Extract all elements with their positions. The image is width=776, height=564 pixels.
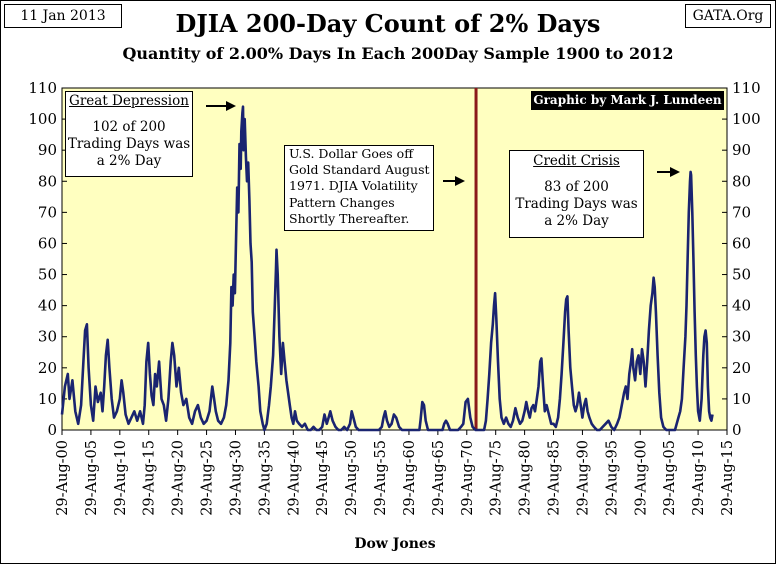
y-tick-label: 70 <box>732 203 751 221</box>
x-tick-label: 29-Aug-50 <box>344 440 360 516</box>
x-tick-label: 29-Aug-00 <box>55 440 71 516</box>
annotation-line: a 2% Day <box>96 153 162 169</box>
annotation-usd-gold: U.S. Dollar Goes off Gold Standard Augus… <box>284 145 434 231</box>
y-tick-label: 100 <box>28 110 57 128</box>
x-tick-label: 29-Aug-20 <box>171 440 187 516</box>
x-tick-label: 29-Aug-90 <box>575 440 591 516</box>
annotation-line: Shortly Thereafter. <box>289 210 410 226</box>
annotation-credit-crisis-heading: Credit Crisis <box>533 153 620 169</box>
x-tick-label: 29-Aug-15 <box>720 440 736 516</box>
y-tick-label: 60 <box>732 234 751 252</box>
y-axis-left: 0 10 20 30 40 50 60 70 80 90 100 110 <box>28 79 67 439</box>
y-tick-label: 10 <box>732 390 751 408</box>
x-tick-label: 29-Aug-05 <box>662 440 678 516</box>
y-tick-label: 0 <box>47 421 57 439</box>
x-axis-label: Dow Jones <box>354 536 435 552</box>
credit-label: Graphic by Mark J. Lundeen <box>531 91 724 110</box>
annotation-line: Gold Standard August <box>289 162 430 178</box>
annotation-great-depression-heading: Great Depression <box>69 93 189 109</box>
annotation-line: Trading Days was <box>515 196 638 212</box>
y-tick-label: 80 <box>732 172 751 190</box>
y-tick-label: 40 <box>732 297 751 315</box>
x-tick-label: 29-Aug-85 <box>547 440 563 516</box>
x-tick-label: 29-Aug-10 <box>691 440 707 516</box>
x-tick-label: 29-Aug-75 <box>489 440 505 516</box>
y-tick-label: 50 <box>38 266 57 284</box>
x-tick-label: 29-Aug-05 <box>84 440 100 516</box>
y-axis-right: 0 10 20 30 40 50 60 70 80 90 100 110 <box>722 79 761 439</box>
y-tick-label: 80 <box>38 172 57 190</box>
chart-title: DJIA 200-Day Count of 2% Days <box>176 9 601 38</box>
y-tick-label: 90 <box>732 141 751 159</box>
y-tick-label: 40 <box>38 297 57 315</box>
annotation-line: 102 of 200 <box>92 119 166 135</box>
source-label: GATA.Org <box>685 4 771 28</box>
y-tick-label: 0 <box>732 421 742 439</box>
x-tick-label: 29-Aug-25 <box>200 440 216 516</box>
x-tick-label: 29-Aug-95 <box>604 440 620 516</box>
y-tick-label: 20 <box>38 359 57 377</box>
x-tick-label: 29-Aug-65 <box>431 440 447 516</box>
y-tick-label: 30 <box>732 328 751 346</box>
y-tick-label: 100 <box>732 110 761 128</box>
x-tick-label: 29-Aug-30 <box>228 440 244 516</box>
x-tick-label: 29-Aug-60 <box>402 440 418 516</box>
y-tick-label: 10 <box>38 390 57 408</box>
y-tick-label: 90 <box>38 141 57 159</box>
annotation-line: U.S. Dollar Goes off <box>289 146 414 161</box>
y-tick-label: 70 <box>38 203 57 221</box>
annotation-great-depression: Great Depression 102 of 200 Trading Days… <box>65 91 193 177</box>
x-tick-label: 29-Aug-80 <box>518 440 534 516</box>
annotation-line: Pattern Changes <box>289 194 395 210</box>
arrow-dollar-gold <box>443 176 465 186</box>
chart-subtitle: Quantity of 2.00% Days In Each 200Day Sa… <box>122 44 673 63</box>
arrow-credit-crisis <box>657 167 680 177</box>
x-tick-label: 29-Aug-10 <box>113 440 129 516</box>
annotation-credit-crisis: Credit Crisis 83 of 200 Trading Days was… <box>509 150 644 238</box>
x-tick-label: 29-Aug-35 <box>257 440 273 516</box>
y-tick-label: 50 <box>732 266 751 284</box>
annotation-line: a 2% Day <box>544 213 609 229</box>
y-tick-label: 30 <box>38 328 57 346</box>
x-tick-label: 29-Aug-45 <box>315 440 331 516</box>
x-tick-label: 29-Aug-40 <box>286 440 302 516</box>
date-label: 11 Jan 2013 <box>4 4 122 28</box>
y-tick-label: 110 <box>732 79 761 97</box>
series-line-2pct-days <box>60 105 714 432</box>
x-tick-label: 29-Aug-70 <box>460 440 476 516</box>
x-tick-label: 29-Aug-00 <box>633 440 649 516</box>
y-tick-label: 60 <box>38 234 57 252</box>
annotation-line: Trading Days was <box>67 136 191 152</box>
x-axis: 29-Aug-00 29-Aug-05 29-Aug-10 29-Aug-15 29-A… <box>55 430 736 516</box>
annotation-line: 83 of 200 <box>544 179 609 195</box>
y-tick-label: 110 <box>28 79 57 97</box>
arrow-great-depression <box>206 101 236 111</box>
x-tick-label: 29-Aug-55 <box>373 440 389 516</box>
annotation-line: 1971. DJIA Volatility <box>289 178 418 194</box>
x-tick-label: 29-Aug-15 <box>142 440 158 516</box>
y-tick-label: 20 <box>732 359 751 377</box>
